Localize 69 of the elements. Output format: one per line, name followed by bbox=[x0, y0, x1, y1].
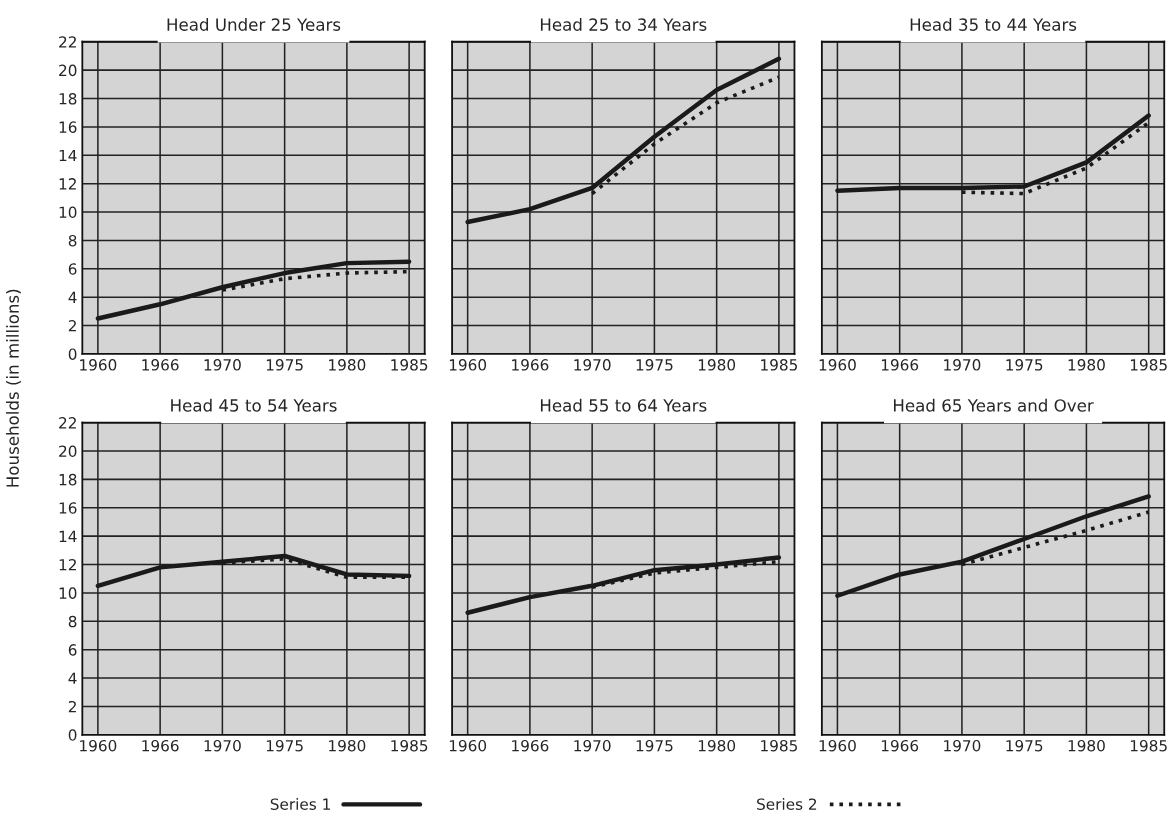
y-tick-label: 6 bbox=[68, 263, 77, 275]
x-tick-label: 1980 bbox=[1068, 739, 1105, 752]
x-tick-label: 1960 bbox=[80, 359, 117, 371]
x-tick-label: 1975 bbox=[636, 359, 673, 371]
x-tick-label: 1970 bbox=[574, 359, 611, 371]
x-tick-label: 1966 bbox=[881, 739, 919, 752]
x-tick-label: 1966 bbox=[512, 359, 549, 371]
legend-label: Series 1 bbox=[270, 798, 330, 810]
x-tick-label: 1966 bbox=[881, 359, 919, 371]
y-tick-label: 18 bbox=[59, 92, 77, 105]
x-tick-label: 1980 bbox=[329, 359, 366, 371]
y-tick-label: 18 bbox=[59, 473, 77, 486]
x-tick-label: 1985 bbox=[391, 359, 428, 371]
chart-title: Head 35 to 44 Years bbox=[910, 17, 1077, 31]
y-tick-label: 4 bbox=[68, 291, 77, 303]
x-tick-label: 1970 bbox=[204, 359, 241, 371]
y-tick-label: 6 bbox=[68, 644, 77, 656]
chart-title: Head 55 to 64 Years bbox=[540, 398, 707, 412]
x-tick-label: 1985 bbox=[391, 739, 428, 752]
x-tick-label: 1975 bbox=[266, 359, 303, 371]
x-tick-label: 1975 bbox=[1006, 359, 1043, 371]
y-tick-label: 12 bbox=[59, 558, 76, 571]
x-tick-label: 1970 bbox=[574, 739, 611, 752]
y-tick-label: 16 bbox=[59, 121, 77, 133]
y-tick-label: 10 bbox=[59, 587, 77, 599]
x-tick-label: 1966 bbox=[512, 739, 549, 752]
x-tick-label: 1975 bbox=[1006, 739, 1043, 752]
x-tick-label: 1960 bbox=[819, 359, 856, 371]
x-tick-label: 1960 bbox=[819, 739, 856, 752]
y-tick-label: 22 bbox=[59, 417, 76, 429]
y-tick-label: 14 bbox=[59, 530, 77, 542]
chart-title: Head 65 Years and Over bbox=[893, 398, 1094, 412]
y-tick-label: 16 bbox=[59, 502, 77, 514]
x-tick-label: 1985 bbox=[761, 359, 798, 371]
x-tick-label: 1970 bbox=[944, 359, 981, 371]
y-tick-label: 20 bbox=[59, 64, 77, 77]
x-tick-label: 1966 bbox=[142, 359, 179, 371]
x-tick-label: 1960 bbox=[80, 739, 117, 752]
x-tick-label: 1975 bbox=[266, 739, 303, 752]
chart-title: Head Under 25 Years bbox=[167, 17, 341, 31]
y-axis-title: Households (in millions) bbox=[6, 289, 21, 487]
y-tick-label: 4 bbox=[68, 672, 77, 684]
x-tick-label: 1985 bbox=[1130, 739, 1167, 752]
x-tick-label: 1980 bbox=[698, 739, 736, 752]
x-tick-label: 1980 bbox=[698, 359, 736, 371]
y-tick-label: 2 bbox=[68, 320, 76, 332]
y-tick-label: 8 bbox=[68, 615, 77, 628]
y-tick-label: 12 bbox=[59, 178, 76, 190]
x-tick-label: 1985 bbox=[1130, 359, 1167, 371]
x-tick-label: 1966 bbox=[142, 739, 179, 752]
chart-title: Head 25 to 34 Years bbox=[540, 17, 707, 31]
y-tick-label: 2 bbox=[68, 700, 76, 713]
x-tick-label: 1980 bbox=[1068, 359, 1105, 371]
y-tick-label: 22 bbox=[59, 36, 76, 48]
y-tick-label: 0 bbox=[68, 348, 77, 360]
y-tick-label: 0 bbox=[68, 729, 77, 741]
x-tick-label: 1980 bbox=[329, 739, 366, 752]
legend-label: Series 2 bbox=[757, 798, 817, 810]
x-tick-label: 1960 bbox=[449, 739, 487, 752]
y-tick-label: 14 bbox=[59, 149, 77, 162]
y-tick-label: 10 bbox=[59, 206, 77, 219]
y-tick-label: 20 bbox=[59, 445, 77, 458]
chart-title: Head 45 to 54 Years bbox=[171, 398, 337, 412]
x-tick-label: 1985 bbox=[761, 739, 798, 752]
x-tick-label: 1975 bbox=[636, 739, 673, 752]
x-tick-label: 1970 bbox=[204, 739, 241, 752]
y-tick-label: 8 bbox=[68, 234, 77, 247]
x-tick-label: 1960 bbox=[449, 359, 487, 371]
x-tick-label: 1970 bbox=[944, 739, 981, 752]
